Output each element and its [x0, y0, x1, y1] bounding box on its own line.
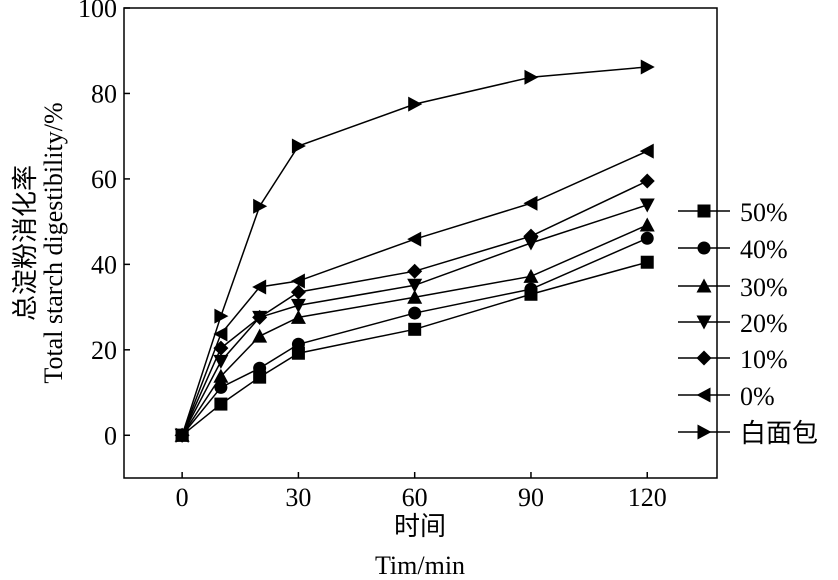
data-point-triangle-up	[213, 368, 229, 383]
series-group	[174, 59, 655, 443]
data-point-triangle-left	[213, 326, 228, 342]
y-axis-label-cn: 总淀粉消化率	[11, 165, 40, 321]
data-point-triangle-right	[640, 59, 655, 75]
series-白面包	[175, 59, 655, 443]
data-point-triangle-up	[696, 278, 712, 293]
x-tick-label: 60	[402, 483, 428, 512]
data-point-triangle-down	[639, 198, 655, 213]
data-point-diamond	[252, 309, 268, 325]
data-point-circle	[640, 231, 654, 245]
legend-label: 白面包	[740, 419, 818, 448]
legend-label: 50%	[740, 198, 788, 227]
legend-item: 0%	[678, 382, 775, 411]
legend-label: 20%	[740, 309, 788, 338]
y-tick-label: 40	[91, 250, 117, 279]
data-point-diamond	[639, 173, 655, 189]
data-point-circle	[291, 337, 305, 351]
data-point-triangle-right	[408, 96, 423, 112]
data-point-square	[214, 397, 228, 411]
x-tick-label: 120	[628, 483, 667, 512]
data-point-triangle-right	[175, 427, 190, 443]
data-point-circle	[697, 241, 711, 255]
legend-label: 0%	[740, 382, 775, 411]
data-point-triangle-left	[252, 279, 267, 295]
y-tick-label: 80	[91, 79, 117, 108]
data-point-triangle-right	[524, 69, 539, 85]
x-tick-label: 30	[285, 483, 311, 512]
legend-item: 10%	[678, 345, 788, 374]
y-tick-label: 20	[91, 336, 117, 365]
data-point-triangle-left	[696, 387, 711, 403]
x-axis-label: Tim/min	[375, 551, 465, 580]
series-20%	[174, 198, 655, 443]
data-point-triangle-left	[639, 143, 654, 159]
data-point-triangle-left	[523, 195, 538, 211]
data-point-square	[253, 370, 267, 384]
data-point-triangle-up	[407, 289, 423, 304]
data-point-triangle-up	[639, 217, 655, 232]
legend-item: 20%	[678, 309, 788, 338]
legend-item: 40%	[678, 235, 788, 264]
data-point-triangle-down	[407, 278, 423, 293]
data-point-circle	[214, 380, 228, 394]
x-axis-label-cn: 时间	[394, 512, 446, 541]
data-point-square	[697, 204, 711, 218]
data-point-square	[640, 255, 654, 269]
data-point-diamond	[696, 350, 712, 366]
legend-item: 30%	[678, 273, 788, 302]
data-point-square	[408, 322, 422, 336]
data-point-triangle-right	[214, 308, 229, 324]
series-40%	[175, 231, 654, 442]
legend-label: 10%	[740, 345, 788, 374]
data-point-triangle-down	[696, 315, 712, 330]
data-point-square	[291, 346, 305, 360]
data-point-diamond	[290, 284, 306, 300]
data-point-circle	[253, 361, 267, 375]
data-point-circle	[524, 282, 538, 296]
x-tick-label: 90	[518, 483, 544, 512]
x-tick-label: 0	[176, 483, 189, 512]
series-line	[181, 66, 648, 436]
data-point-triangle-right	[697, 424, 712, 440]
data-point-triangle-up	[252, 328, 268, 343]
legend-label: 40%	[740, 235, 788, 264]
y-tick-label: 0	[104, 421, 117, 450]
data-point-triangle-left	[290, 273, 305, 289]
plot-frame	[123, 7, 718, 479]
y-tick-label: 100	[78, 0, 117, 23]
data-point-diamond	[407, 263, 423, 279]
legend-item: 50%	[678, 198, 788, 227]
data-point-triangle-down	[290, 298, 306, 313]
data-point-triangle-down	[213, 354, 229, 369]
data-point-diamond	[523, 228, 539, 244]
y-tick-label: 60	[91, 165, 117, 194]
data-point-triangle-up	[523, 268, 539, 283]
data-point-triangle-right	[253, 198, 268, 214]
data-point-triangle-right	[291, 138, 306, 154]
legend-item: 白面包	[678, 419, 818, 448]
y-axis-label: Total starch digestibility/%	[39, 102, 68, 383]
data-point-triangle-up	[290, 309, 306, 324]
legend: 50% 40% 30% 20% 10% 0% 白面包	[678, 198, 818, 448]
axes: 0 30 60 90 120 0 20 40 60 80 100	[78, 0, 718, 512]
data-point-circle	[408, 306, 422, 320]
legend-label: 30%	[740, 273, 788, 302]
data-point-triangle-left	[407, 231, 422, 247]
